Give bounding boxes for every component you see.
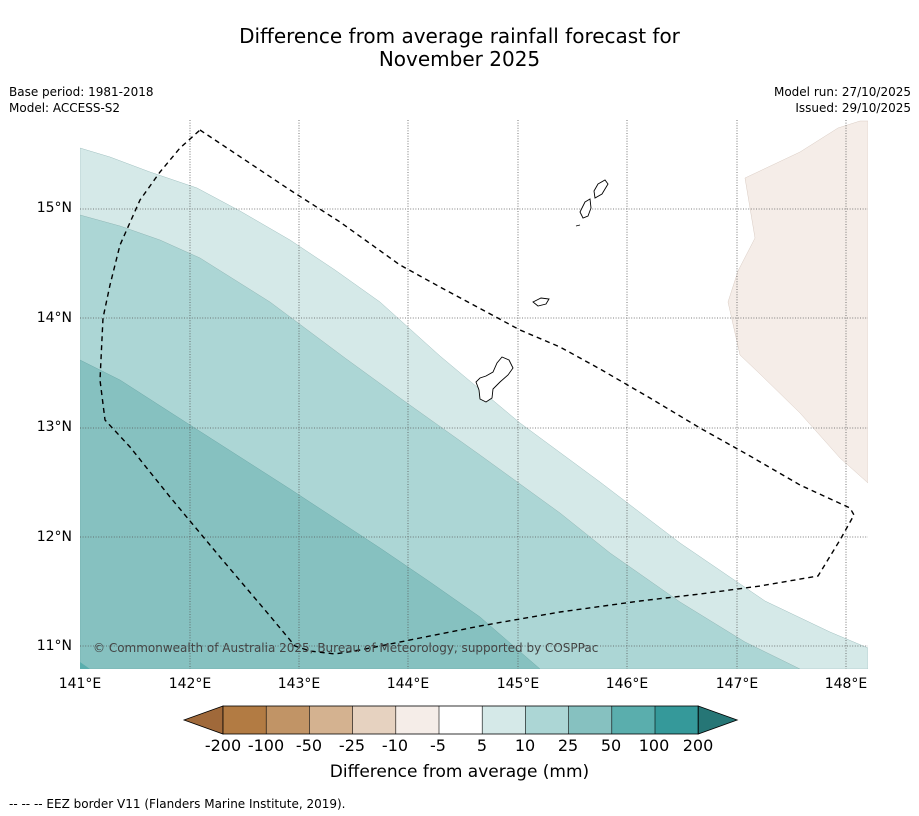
- lon-label-148e: 148°E: [824, 676, 868, 692]
- colorbar-title: Difference from average (mm): [329, 762, 590, 782]
- cb-tick-label: 10: [514, 736, 536, 755]
- lon-label-144e: 144°E: [386, 676, 430, 692]
- dry-anomaly-region: [727, 120, 868, 484]
- cb-segment: [568, 706, 612, 734]
- model-name: Model: ACCESS-S2: [9, 101, 121, 115]
- model-run: Model run: 27/10/2025: [773, 85, 911, 99]
- saipan-island: [593, 179, 609, 199]
- aguijan-islet: [575, 224, 581, 227]
- cb-segment: [266, 706, 310, 734]
- cb-tick-label: 100: [638, 736, 670, 755]
- guam-island: [475, 356, 514, 403]
- cb-tick-label: 25: [557, 736, 579, 755]
- cb-segment: [309, 706, 353, 734]
- lon-label-143e: 143°E: [277, 676, 321, 692]
- cb-frame: [222, 705, 699, 735]
- cb-tick-label: 5: [476, 736, 488, 755]
- lon-label-142e: 142°E: [168, 676, 212, 692]
- cb-segment: [655, 706, 699, 734]
- lat-label-14n: 14°N: [36, 310, 72, 326]
- contour-50-100: [80, 662, 90, 669]
- cb-extend-high: [697, 705, 739, 735]
- info-left: Base period: 1981-2018 Model: ACCESS-S2: [9, 84, 154, 116]
- cb-tick-label: 200: [682, 736, 714, 755]
- info-right: Model run: 27/10/2025 Issued: 29/10/2025: [774, 84, 911, 116]
- chart-title-line2: November 2025: [378, 47, 541, 71]
- lat-label-11n: 11°N: [36, 638, 72, 654]
- cb-segment: [482, 706, 526, 734]
- lat-label-15n: 15°N: [36, 200, 72, 216]
- lon-label-141e: 141°E: [58, 676, 102, 692]
- rota-island: [532, 297, 550, 307]
- issued-date: Issued: 29/10/2025: [795, 101, 911, 115]
- cb-tick-label: -5: [430, 736, 446, 755]
- cb-segment: [395, 706, 439, 734]
- lon-label-146e: 146°E: [605, 676, 649, 692]
- cb-segment: [352, 706, 396, 734]
- lat-label-13n: 13°N: [36, 419, 72, 435]
- eez-border: [99, 129, 855, 655]
- copyright-notice: © Commonwealth of Australia 2025, Bureau…: [93, 641, 599, 655]
- lon-label-145e: 145°E: [496, 676, 540, 692]
- cb-tick-label: -100: [247, 736, 285, 755]
- islands: [475, 179, 609, 403]
- lat-label-12n: 12°N: [36, 529, 72, 545]
- cb-tick-label: -10: [381, 736, 409, 755]
- base-period: Base period: 1981-2018: [9, 85, 154, 99]
- cb-tick-label: -200: [204, 736, 242, 755]
- cb-tick-label: 50: [600, 736, 622, 755]
- cb-segment: [223, 706, 267, 734]
- cb-tick-label: -25: [338, 736, 366, 755]
- chart-title-line1: Difference from average rainfall forecas…: [239, 24, 680, 48]
- cb-segment: [439, 706, 483, 734]
- eez-legend-note: -- -- -- EEZ border V11 (Flanders Marine…: [9, 797, 346, 811]
- cb-segment: [611, 706, 655, 734]
- contour-25-50: [80, 359, 541, 669]
- colorbar: [182, 705, 739, 735]
- graticule: [80, 120, 868, 669]
- cb-extend-low: [182, 705, 224, 735]
- cb-segment: [525, 706, 569, 734]
- cb-tick-label: -50: [295, 736, 323, 755]
- lon-label-147e: 147°E: [715, 676, 759, 692]
- tinian-island: [579, 198, 592, 219]
